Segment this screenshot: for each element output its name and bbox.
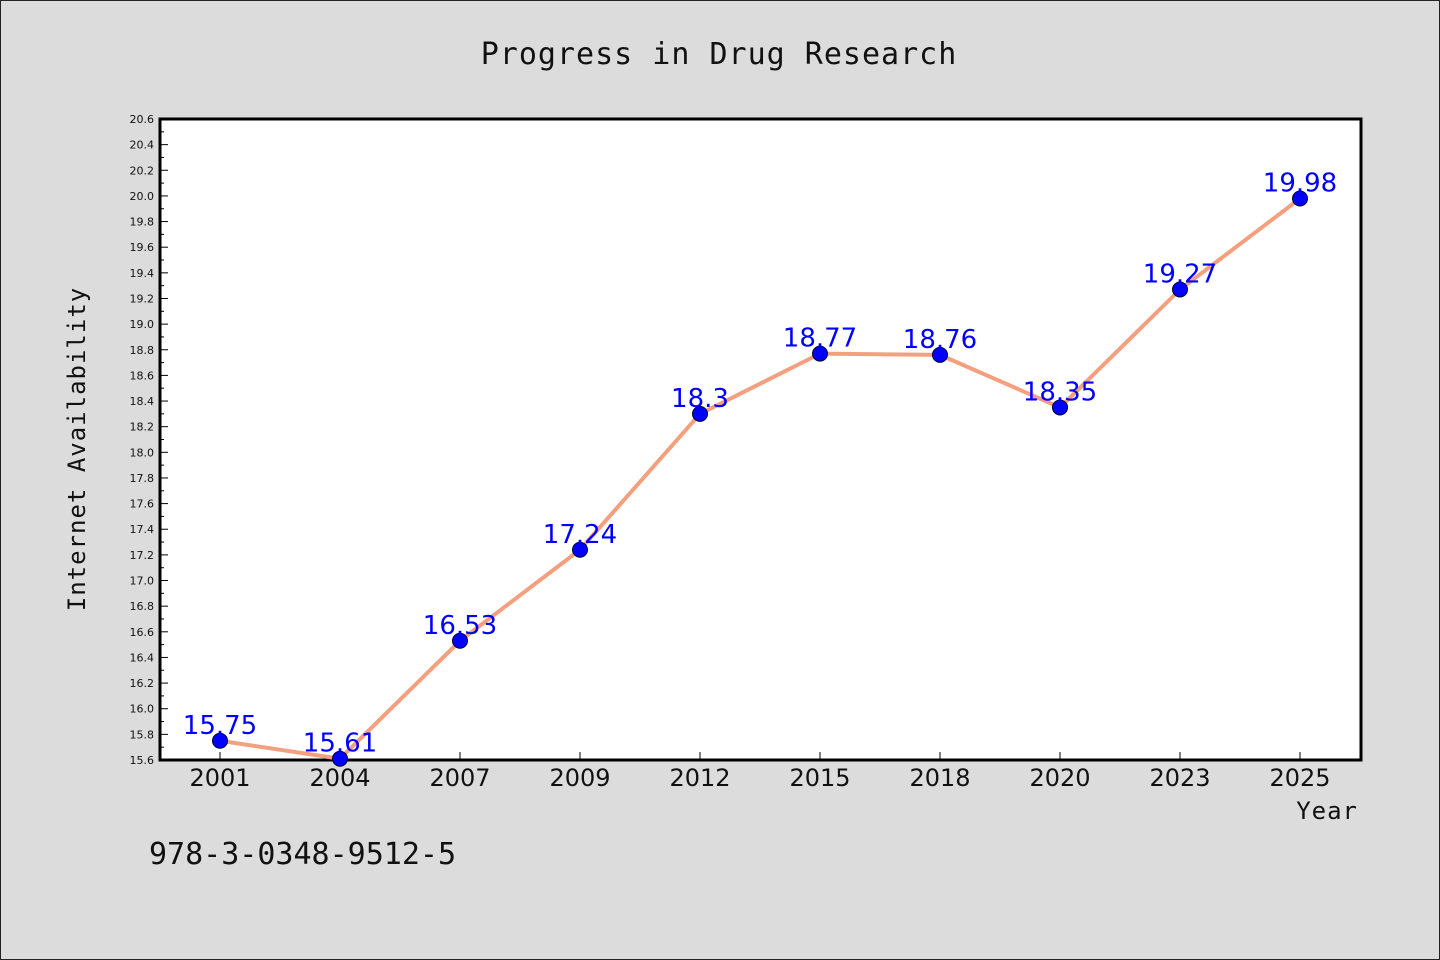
- x-tick-label: 2004: [309, 764, 370, 792]
- x-tick-label: 2025: [1269, 764, 1330, 792]
- y-tick-label: 16.6: [130, 626, 155, 639]
- x-tick-label: 2007: [429, 764, 490, 792]
- data-point: [332, 750, 348, 767]
- data-point: [932, 346, 948, 363]
- data-point: [812, 345, 828, 362]
- data-label: 17.24: [543, 520, 617, 550]
- y-tick-label: 19.0: [130, 318, 155, 331]
- y-tick-label: 19.4: [130, 267, 155, 280]
- y-tick-label: 18.6: [130, 369, 155, 382]
- y-tick-label: 19.2: [130, 292, 155, 305]
- x-axis: 2001 2004 2007 2009 2012 2015 2018 2020 2023 2025: [189, 752, 1331, 792]
- data-label: 15.61: [303, 729, 377, 759]
- y-tick-label: 16.2: [130, 677, 155, 690]
- y-tick-label: 17.4: [130, 523, 155, 536]
- y-tick-label: 17.8: [130, 472, 155, 485]
- y-tick-label: 16.8: [130, 600, 155, 613]
- chart-title: Progress in Drug Research: [481, 37, 958, 72]
- data-point: [1292, 190, 1308, 207]
- series-layer: [212, 190, 1308, 767]
- y-tick-label: 19.8: [130, 216, 155, 229]
- data-label: 19.27: [1143, 260, 1217, 290]
- x-tick-label: 2009: [549, 764, 610, 792]
- y-tick-label: 17.2: [130, 549, 155, 562]
- data-label: 19.98: [1263, 168, 1337, 198]
- y-tick-label: 20.2: [130, 164, 155, 177]
- y-tick-label: 15.8: [130, 728, 155, 741]
- y-tick-label: 17.0: [130, 575, 155, 588]
- x-tick-label: 2001: [189, 764, 250, 792]
- data-label: 16.53: [423, 611, 497, 641]
- data-point: [572, 541, 588, 558]
- y-tick-label: 15.6: [130, 754, 155, 767]
- y-axis: 15.6 15.8 16.0 16.2 16.4 16.6 16.8 17.0 17.2 17.4…: [130, 113, 168, 767]
- series-line: [219, 196, 1302, 761]
- data-point: [1052, 399, 1068, 416]
- data-point: [452, 632, 468, 649]
- data-label: 18.77: [783, 324, 857, 354]
- y-tick-label: 17.6: [130, 498, 155, 511]
- y-axis-label: Internet Availability: [63, 287, 91, 611]
- plot-area: [158, 117, 1363, 762]
- y-tick-label: 19.6: [130, 241, 155, 254]
- data-point: [692, 405, 708, 422]
- data-label: 15.75: [183, 711, 257, 741]
- y-tick-label: 18.0: [130, 446, 155, 459]
- data-label: 18.35: [1023, 377, 1097, 407]
- data-point: [212, 732, 228, 749]
- x-tick-label: 2018: [909, 764, 970, 792]
- isbn-annotation: 978-3-0348-9512-5: [149, 837, 456, 872]
- data-label: 18.76: [903, 325, 977, 355]
- x-tick-label: 2015: [789, 764, 850, 792]
- y-tick-label: 16.4: [130, 651, 155, 664]
- x-tick-label: 2012: [669, 764, 730, 792]
- y-tick-label: 18.4: [130, 395, 155, 408]
- data-point: [1172, 281, 1188, 298]
- y-tick-label: 18.8: [130, 344, 155, 357]
- y-tick-label: 20.4: [130, 139, 155, 152]
- x-tick-label: 2023: [1149, 764, 1210, 792]
- y-tick-label: 18.2: [130, 421, 155, 434]
- y-tick-label: 16.0: [130, 703, 155, 716]
- y-tick-label: 20.6: [130, 113, 155, 126]
- data-label: 18.3: [671, 384, 729, 414]
- x-tick-label: 2020: [1029, 764, 1090, 792]
- x-axis-label: Year: [1296, 797, 1358, 825]
- y-tick-label: 20.0: [130, 190, 155, 203]
- data-label-layer: 15.75 15.61 16.53 17.24 18.3 18.77 18.76 18.35 1…: [183, 168, 1337, 758]
